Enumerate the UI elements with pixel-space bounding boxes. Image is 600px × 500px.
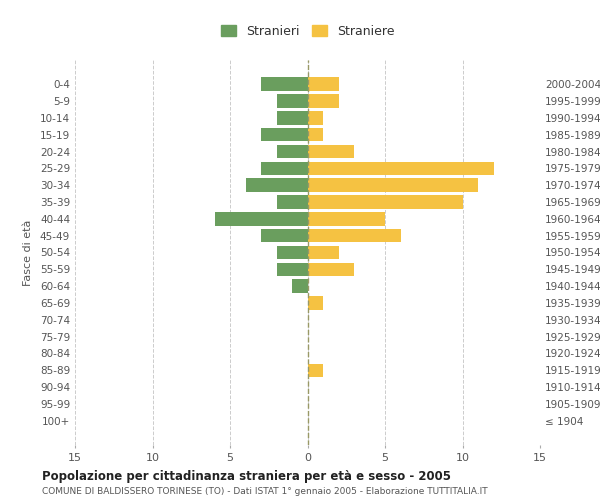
Bar	[261, 128, 308, 141]
Bar	[308, 162, 493, 175]
Bar	[277, 111, 308, 124]
Bar	[308, 78, 338, 91]
Bar	[308, 94, 338, 108]
Y-axis label: Fasce di età: Fasce di età	[23, 220, 33, 286]
Text: COMUNE DI BALDISSERO TORINESE (TO) - Dati ISTAT 1° gennaio 2005 - Elaborazione T: COMUNE DI BALDISSERO TORINESE (TO) - Dat…	[42, 488, 488, 496]
Bar	[277, 145, 308, 158]
Legend: Stranieri, Straniere: Stranieri, Straniere	[216, 20, 399, 43]
Bar	[277, 246, 308, 259]
Bar	[261, 162, 308, 175]
Bar	[277, 262, 308, 276]
Bar	[308, 212, 385, 226]
Bar	[308, 262, 354, 276]
Bar	[308, 246, 338, 259]
Bar	[308, 196, 463, 209]
Text: Popolazione per cittadinanza straniera per età e sesso - 2005: Popolazione per cittadinanza straniera p…	[42, 470, 451, 483]
Bar	[245, 178, 308, 192]
Bar	[261, 78, 308, 91]
Bar	[308, 128, 323, 141]
Bar	[292, 280, 308, 293]
Bar	[277, 196, 308, 209]
Bar	[308, 178, 478, 192]
Bar	[277, 94, 308, 108]
Bar	[261, 229, 308, 242]
Bar	[215, 212, 308, 226]
Bar	[308, 229, 401, 242]
Bar	[308, 145, 354, 158]
Bar	[308, 296, 323, 310]
Bar	[308, 364, 323, 377]
Bar	[308, 111, 323, 124]
